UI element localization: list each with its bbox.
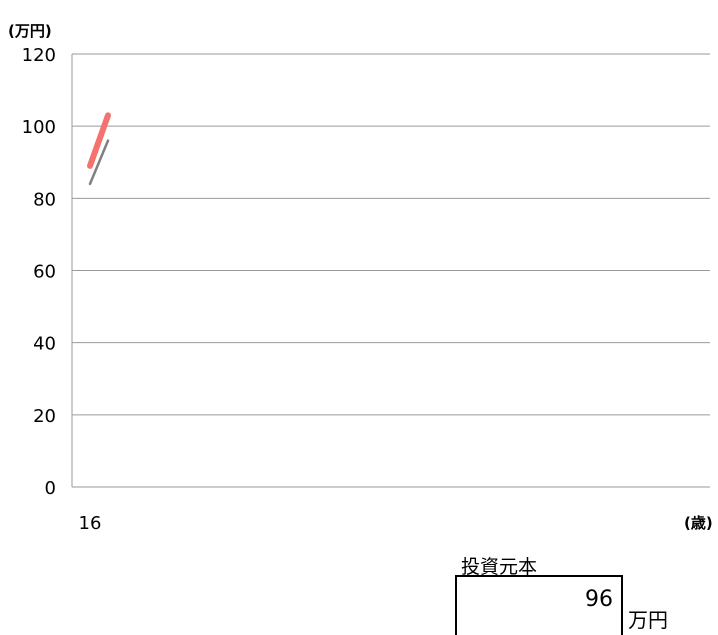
investment-line-chart: 0 20 40 60 80 100 120 16 <box>22 45 710 534</box>
series-line-value <box>87 112 111 169</box>
series-lines <box>87 112 111 186</box>
y-tick-label: 0 <box>45 478 56 499</box>
x-tick-labels: 16 <box>79 513 102 534</box>
y-tick-label: 40 <box>33 334 56 355</box>
y-tick-label: 100 <box>22 117 56 138</box>
grid-lines <box>71 53 710 488</box>
y-tick-labels: 0 20 40 60 80 100 120 <box>22 45 56 499</box>
y-tick-label: 80 <box>33 189 56 210</box>
principal-box: 96 <box>455 575 623 635</box>
principal-unit: 万円 <box>628 608 668 632</box>
y-tick-label: 60 <box>33 262 56 283</box>
principal-label: 投資元本 <box>461 556 538 578</box>
series-line-principal <box>88 139 110 186</box>
x-axis-unit: (歳) <box>684 514 713 532</box>
y-axis-unit: (万円) <box>8 22 52 40</box>
principal-value: 96 <box>585 587 613 612</box>
x-tick-label: 16 <box>79 513 102 534</box>
y-tick-label: 120 <box>22 45 56 66</box>
y-tick-label: 20 <box>33 406 56 427</box>
